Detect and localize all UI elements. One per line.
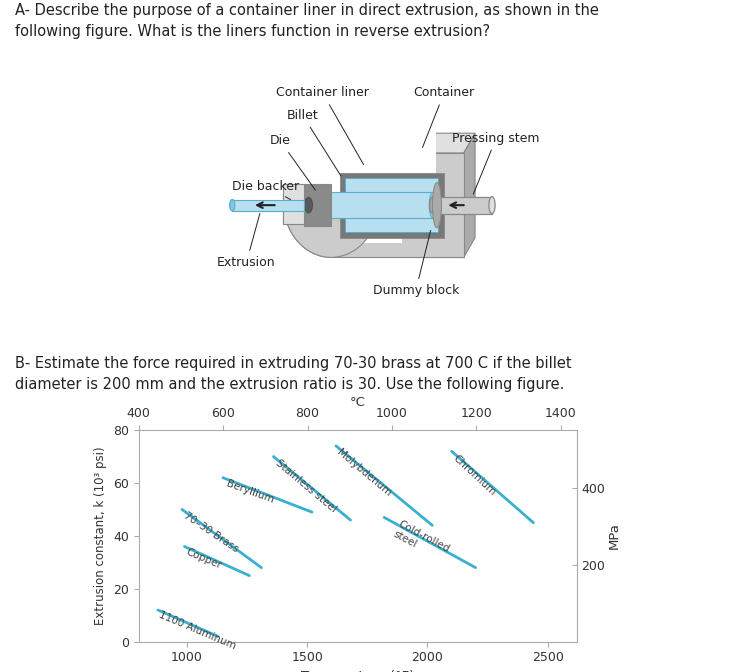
Polygon shape — [464, 133, 475, 257]
Text: 70–30 Brass: 70–30 Brass — [182, 511, 240, 554]
Ellipse shape — [301, 200, 307, 211]
Polygon shape — [304, 171, 338, 184]
Y-axis label: MPa: MPa — [608, 523, 621, 549]
Polygon shape — [331, 133, 475, 153]
Text: Container: Container — [413, 87, 474, 148]
Ellipse shape — [230, 200, 235, 211]
Ellipse shape — [304, 198, 312, 213]
Text: A- Describe the purpose of a container liner in direct extrusion, as shown in th: A- Describe the purpose of a container l… — [15, 3, 599, 40]
Text: Extrusion: Extrusion — [217, 214, 276, 269]
Ellipse shape — [429, 192, 437, 218]
Polygon shape — [283, 184, 304, 224]
Polygon shape — [345, 167, 445, 178]
Ellipse shape — [230, 200, 235, 211]
Polygon shape — [345, 178, 439, 232]
Polygon shape — [339, 159, 453, 173]
Polygon shape — [283, 184, 304, 224]
Bar — [238, 74, 436, 201]
X-axis label: Temperature (°F): Temperature (°F) — [301, 670, 415, 672]
Polygon shape — [304, 184, 331, 226]
Ellipse shape — [299, 192, 307, 218]
Bar — [303, 192, 433, 218]
Ellipse shape — [430, 197, 436, 214]
Bar — [232, 200, 304, 211]
Bar — [331, 139, 416, 260]
Ellipse shape — [317, 184, 345, 218]
Ellipse shape — [429, 192, 437, 218]
Polygon shape — [304, 184, 331, 226]
Ellipse shape — [304, 198, 312, 213]
Polygon shape — [339, 173, 444, 238]
Text: Copper: Copper — [185, 547, 223, 571]
Ellipse shape — [283, 144, 379, 257]
Ellipse shape — [489, 197, 495, 214]
Ellipse shape — [432, 183, 442, 228]
Text: Beryllium: Beryllium — [225, 478, 275, 505]
Text: Dummy block: Dummy block — [372, 230, 459, 297]
Text: 1100 Aluminum: 1100 Aluminum — [157, 610, 237, 651]
Text: Die: Die — [270, 134, 315, 190]
Polygon shape — [331, 153, 464, 257]
Polygon shape — [444, 159, 453, 238]
Bar — [331, 156, 402, 243]
Bar — [303, 192, 433, 218]
Polygon shape — [283, 173, 310, 184]
Text: Die backer: Die backer — [232, 179, 299, 200]
Text: Molybdenum: Molybdenum — [335, 448, 393, 499]
Text: Pressing stem: Pressing stem — [453, 132, 540, 194]
Text: Cold-rolled
steel: Cold-rolled steel — [391, 518, 451, 564]
Text: Stainless steel: Stainless steel — [274, 458, 338, 514]
Text: Chromium: Chromium — [450, 453, 497, 497]
Polygon shape — [304, 173, 310, 224]
Ellipse shape — [283, 144, 379, 257]
X-axis label: °C: °C — [350, 396, 366, 409]
Polygon shape — [331, 153, 464, 257]
Y-axis label: Extrusion constant, k (10³ psi): Extrusion constant, k (10³ psi) — [94, 447, 107, 625]
Polygon shape — [439, 167, 445, 232]
Polygon shape — [339, 173, 444, 238]
Ellipse shape — [297, 160, 365, 242]
Text: B- Estimate the force required in extruding 70-30 brass at 700 C if the billet
d: B- Estimate the force required in extrud… — [15, 356, 572, 392]
Text: Container liner: Container liner — [276, 87, 369, 165]
Bar — [331, 181, 359, 218]
Polygon shape — [345, 178, 439, 232]
Text: Billet: Billet — [287, 109, 341, 176]
Bar — [433, 197, 492, 214]
Bar — [232, 200, 304, 211]
Ellipse shape — [299, 192, 307, 218]
